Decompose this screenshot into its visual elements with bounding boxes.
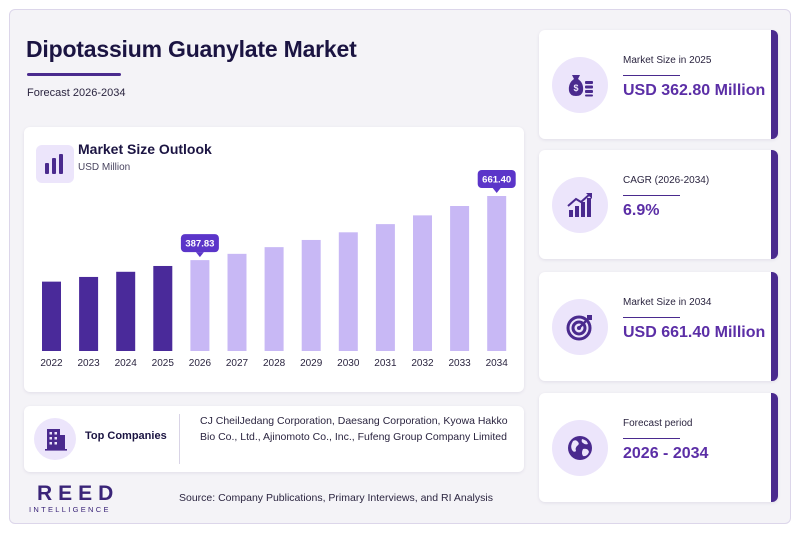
bar-2022 <box>42 281 61 351</box>
x-tick-label: 2029 <box>300 358 323 369</box>
top-companies-card: Top Companies CJ CheilJedang Corporation… <box>24 406 524 472</box>
stat-label: Market Size in 2025 <box>623 55 712 66</box>
x-tick-label: 2032 <box>411 358 434 369</box>
bar-2027 <box>227 253 247 351</box>
x-tick-label: 2034 <box>486 358 509 369</box>
stat-card-cagr: CAGR (2026-2034) 6.9% <box>539 150 778 259</box>
bar-2023 <box>79 276 99 351</box>
page-subtitle: Forecast 2026-2034 <box>27 87 126 99</box>
x-tick-label: 2022 <box>40 358 63 369</box>
x-tick-label: 2033 <box>448 358 471 369</box>
stat-rule <box>623 195 680 196</box>
bar-2030 <box>338 232 358 351</box>
bar-chart-icon <box>36 145 74 183</box>
divider <box>179 414 180 464</box>
x-tick-label: 2024 <box>115 358 138 369</box>
stat-rule <box>623 317 680 318</box>
data-label: 387.83 <box>185 239 214 250</box>
stat-card-market-size-2025: $ Market Size in 2025 USD 362.80 Million <box>539 30 778 139</box>
chart-title: Market Size Outlook <box>78 141 212 157</box>
growth-chart-icon <box>552 177 608 233</box>
brand-tagline: INTELLIGENCE <box>29 505 111 514</box>
brand-logo: REED <box>37 482 120 505</box>
stat-value: 2026 - 2034 <box>623 445 709 462</box>
stat-value: USD 661.40 Million <box>623 324 766 341</box>
target-icon <box>552 299 608 355</box>
bar-2025 <box>153 265 173 351</box>
x-tick-label: 2031 <box>374 358 397 369</box>
svg-text:$: $ <box>573 83 578 93</box>
x-tick-label: 2026 <box>189 358 212 369</box>
bar-2034 <box>487 196 507 351</box>
globe-icon <box>552 420 608 476</box>
top-companies-label: Top Companies <box>85 430 167 442</box>
x-tick-label: 2023 <box>77 358 100 369</box>
stat-rule <box>623 75 680 76</box>
stat-label: Market Size in 2034 <box>623 297 712 308</box>
money-bag-icon: $ <box>552 57 608 113</box>
title-underline <box>27 73 121 76</box>
market-size-chart-card: Market Size Outlook USD Million 2022 2023… <box>24 127 524 392</box>
source-note: Source: Company Publications, Primary In… <box>179 492 493 504</box>
data-callout-2034: 661.40 <box>477 170 516 193</box>
bar-2029 <box>301 239 321 351</box>
stat-value: USD 362.80 Million <box>623 82 766 99</box>
data-label: 661.40 <box>482 175 511 186</box>
data-callout-2026: 387.83 <box>180 234 219 258</box>
bar-2031 <box>375 224 395 351</box>
stat-label: Forecast period <box>623 418 693 429</box>
bar-2024 <box>116 271 136 351</box>
stat-rule <box>623 438 680 439</box>
building-icon <box>34 418 76 460</box>
stat-card-forecast-period: Forecast period 2026 - 2034 <box>539 393 778 502</box>
stat-card-market-size-2034: Market Size in 2034 USD 661.40 Million <box>539 272 778 381</box>
page-title: Dipotassium Guanylate Market <box>26 36 357 62</box>
bar-2032 <box>413 215 432 351</box>
stat-label: CAGR (2026-2034) <box>623 175 710 186</box>
x-tick-label: 2027 <box>226 358 249 369</box>
x-tick-label: 2025 <box>152 358 175 369</box>
bar-chart: 2022 2023 2024 2025 2026 2027 2028 2029 2030 2031… <box>40 170 516 369</box>
top-companies-list: CJ CheilJedang Corporation, Daesang Corp… <box>200 415 508 443</box>
chart-unit-label: USD Million <box>78 162 131 173</box>
x-tick-label: 2028 <box>263 358 286 369</box>
bar-2028 <box>264 247 284 351</box>
bar-2026 <box>190 260 210 351</box>
stat-value: 6.9% <box>623 202 660 219</box>
bar-2033 <box>450 206 470 351</box>
x-tick-label: 2030 <box>337 358 360 369</box>
